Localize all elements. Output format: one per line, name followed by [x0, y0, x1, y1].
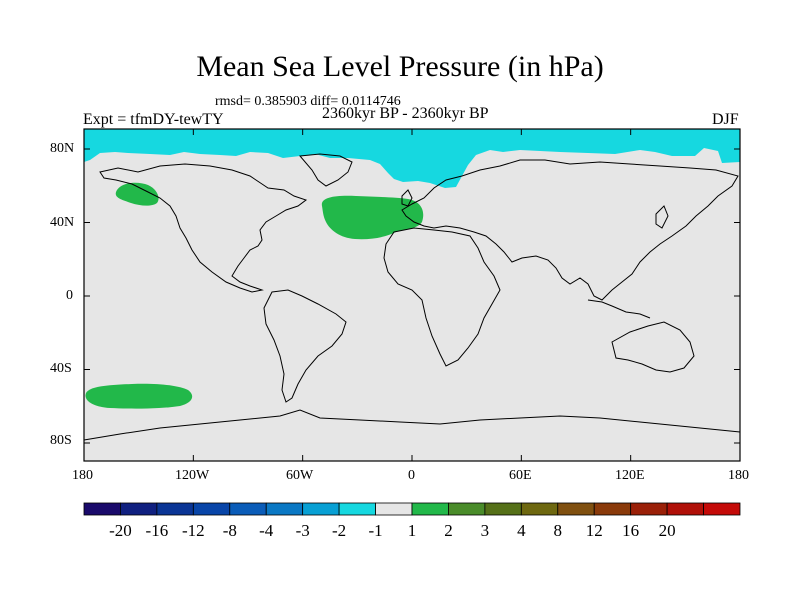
colorbar-swatch — [520, 502, 559, 516]
coast-british-isles — [401, 189, 413, 207]
colorbar-swatch — [375, 502, 413, 516]
colorbar-swatch — [156, 502, 194, 516]
colorbar-swatch — [192, 502, 231, 516]
colorbar-label: -2 — [332, 521, 346, 540]
colorbar-swatch — [120, 502, 158, 516]
positive-anomaly-north-pacific — [115, 182, 159, 206]
chart-title: Mean Sea Level Pressure (in hPa) — [196, 50, 604, 83]
colorbar-label: -12 — [182, 521, 205, 540]
colorbar-swatch — [630, 502, 668, 516]
coast-indonesia — [587, 299, 651, 319]
colorbar-label: 20 — [659, 521, 676, 540]
lon-label-0: 0 — [408, 468, 415, 483]
coastlines — [83, 153, 741, 441]
colorbar-swatch — [557, 502, 595, 516]
colorbar-label: 4 — [517, 521, 526, 540]
colorbar-swatch — [484, 502, 522, 516]
experiment-label: Expt = tfmDY-tewTY — [83, 111, 224, 128]
colorbar-swatch — [703, 502, 741, 516]
colorbar-label: -20 — [109, 521, 132, 540]
coast-south-america — [263, 289, 347, 403]
colorbar-label: -1 — [368, 521, 382, 540]
positive-anomaly-north-atlantic — [321, 195, 424, 240]
lon-label-180w: 180 — [72, 468, 93, 483]
lon-label-180e: 180 — [728, 468, 749, 483]
statistics-text: rmsd= 0.385903 diff= 0.0114746 — [215, 94, 401, 109]
colorbar-label: 2 — [444, 521, 453, 540]
colorbar-swatch — [411, 502, 449, 516]
lon-label-60w: 60W — [286, 468, 314, 483]
colorbar-swatch — [265, 502, 304, 516]
colorbar-label: -8 — [223, 521, 237, 540]
lat-label-80s: 80S — [50, 433, 72, 448]
colorbar-label: 3 — [481, 521, 490, 540]
colorbar-swatch — [593, 502, 632, 516]
coast-australia — [611, 321, 695, 373]
colorbar-swatch — [83, 502, 121, 516]
colorbar-swatch — [448, 502, 486, 516]
axis-ticks — [83, 129, 741, 461]
coast-japan — [655, 205, 669, 229]
colorbar-swatch — [338, 502, 376, 516]
coast-greenland — [298, 153, 353, 187]
period-label: 2360kyr BP - 2360kyr BP — [322, 105, 489, 122]
negative-anomaly-arctic — [84, 129, 740, 188]
coast-north-america — [99, 163, 308, 293]
lat-label-40n: 40N — [50, 215, 75, 230]
colorbar-label: -4 — [259, 521, 274, 540]
season-label: DJF — [712, 111, 739, 128]
coast-eurasia — [401, 159, 739, 301]
coast-africa — [383, 227, 501, 367]
lat-label-80n: 80N — [50, 141, 75, 156]
colorbar-label: 12 — [586, 521, 603, 540]
colorbar-label: 16 — [622, 521, 639, 540]
lat-label-0: 0 — [66, 288, 73, 303]
colorbar-swatch — [229, 502, 267, 516]
colorbar-label: -3 — [296, 521, 310, 540]
lat-label-40s: 40S — [50, 361, 72, 376]
colorbar-label: 8 — [554, 521, 563, 540]
coast-antarctica — [83, 409, 741, 441]
lon-label-120e: 120E — [615, 468, 645, 483]
positive-anomaly-south-pacific — [85, 383, 193, 409]
colorbar-swatch — [302, 502, 340, 516]
colorbar-label: 1 — [408, 521, 417, 540]
lon-label-120w: 120W — [175, 468, 210, 483]
colorbar-label: -16 — [146, 521, 169, 540]
lon-label-60e: 60E — [509, 468, 532, 483]
map-background — [84, 129, 740, 461]
colorbar-swatch — [666, 502, 704, 516]
